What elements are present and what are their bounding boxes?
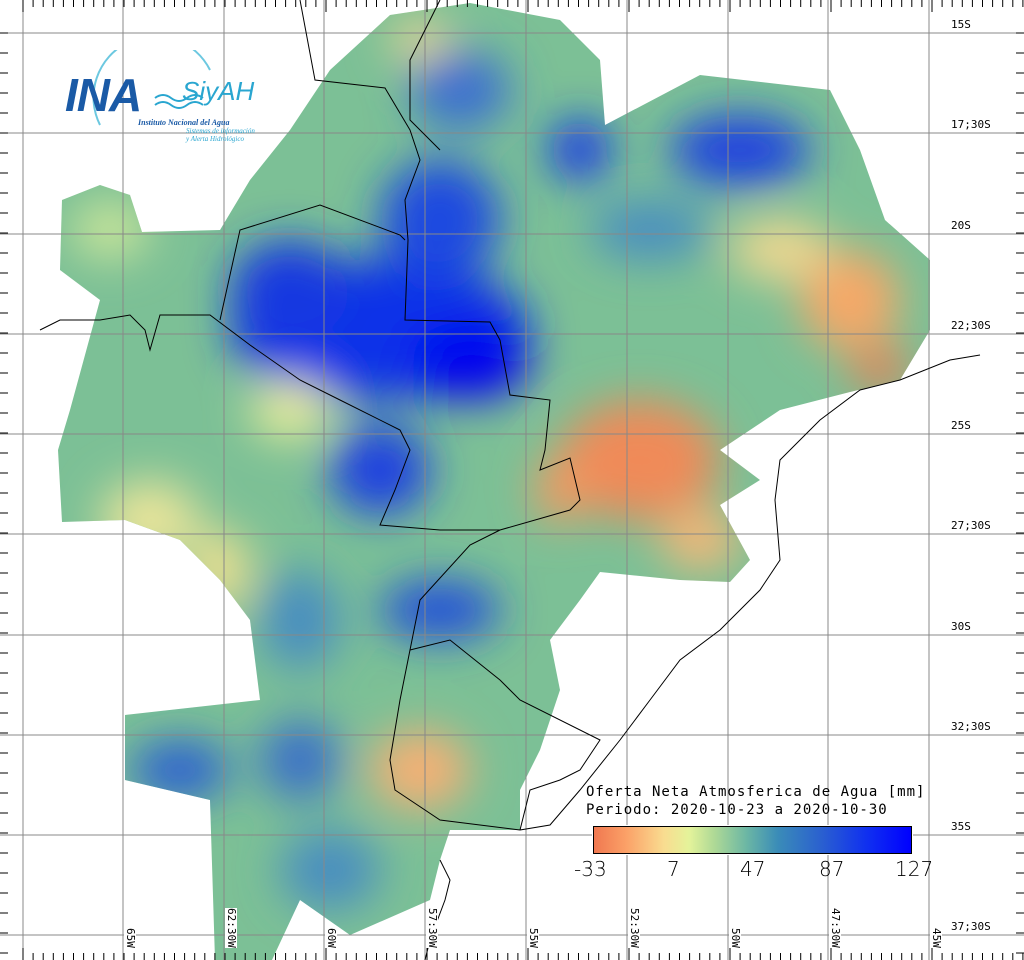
logo-institute-text: Instituto Nacional del Agua [138,118,230,127]
longitude-label: 55W [527,928,540,948]
logo-system-line1: Sistemas de información [186,127,255,135]
longitude-label: 62:30W [225,908,238,948]
latitude-label: 17;30S [950,118,992,131]
longitude-label: 52:30W [628,908,641,948]
colorbar-label: -33 [574,857,607,881]
political-boundaries [39,0,981,960]
latitude-label: 25S [950,419,972,432]
longitude-label: 65W [124,928,137,948]
logo-system-text: Sistemas de información y Alerta Hidroló… [186,127,255,143]
variable-title: Oferta Neta Atmosferica de Agua [mm] [586,784,926,800]
longitude-label: 45W [930,928,943,948]
latitude-label: 35S [950,820,972,833]
colorbar-label: 47 [740,857,766,881]
colorbar-label: 7 [667,857,680,881]
colorbar-label: 127 [895,857,934,881]
latitude-label: 20S [950,219,972,232]
logo-ina-text: INA [65,69,142,121]
latitude-label: 30S [950,620,972,633]
colorbar [592,825,913,855]
period-label: Periodo: 2020-10-23 a 2020-10-30 [586,802,888,818]
colorbar-label: 87 [819,857,845,881]
latitude-label: 15S [950,18,972,31]
latitude-label: 27;30S [950,519,992,532]
legend-title: Oferta Neta Atmosferica de Agua [mm] Per… [586,783,925,819]
latitude-label: 32;30S [950,720,992,733]
logo-siyah-text: SiyAH [182,76,255,106]
longitude-label: 60W [325,928,338,948]
latitude-label: 22;30S [950,319,992,332]
latitude-label: 37;30S [950,920,992,933]
longitude-label: 50W [729,928,742,948]
longitude-label: 47:30W [829,908,842,948]
ina-siyah-logo: INA SiyAH Instituto Nacional del Agua Si… [60,50,270,145]
longitude-label: 57:30W [426,908,439,948]
logo-system-line2: y Alerta Hidrológico [186,135,244,143]
logo-arc [92,50,211,126]
